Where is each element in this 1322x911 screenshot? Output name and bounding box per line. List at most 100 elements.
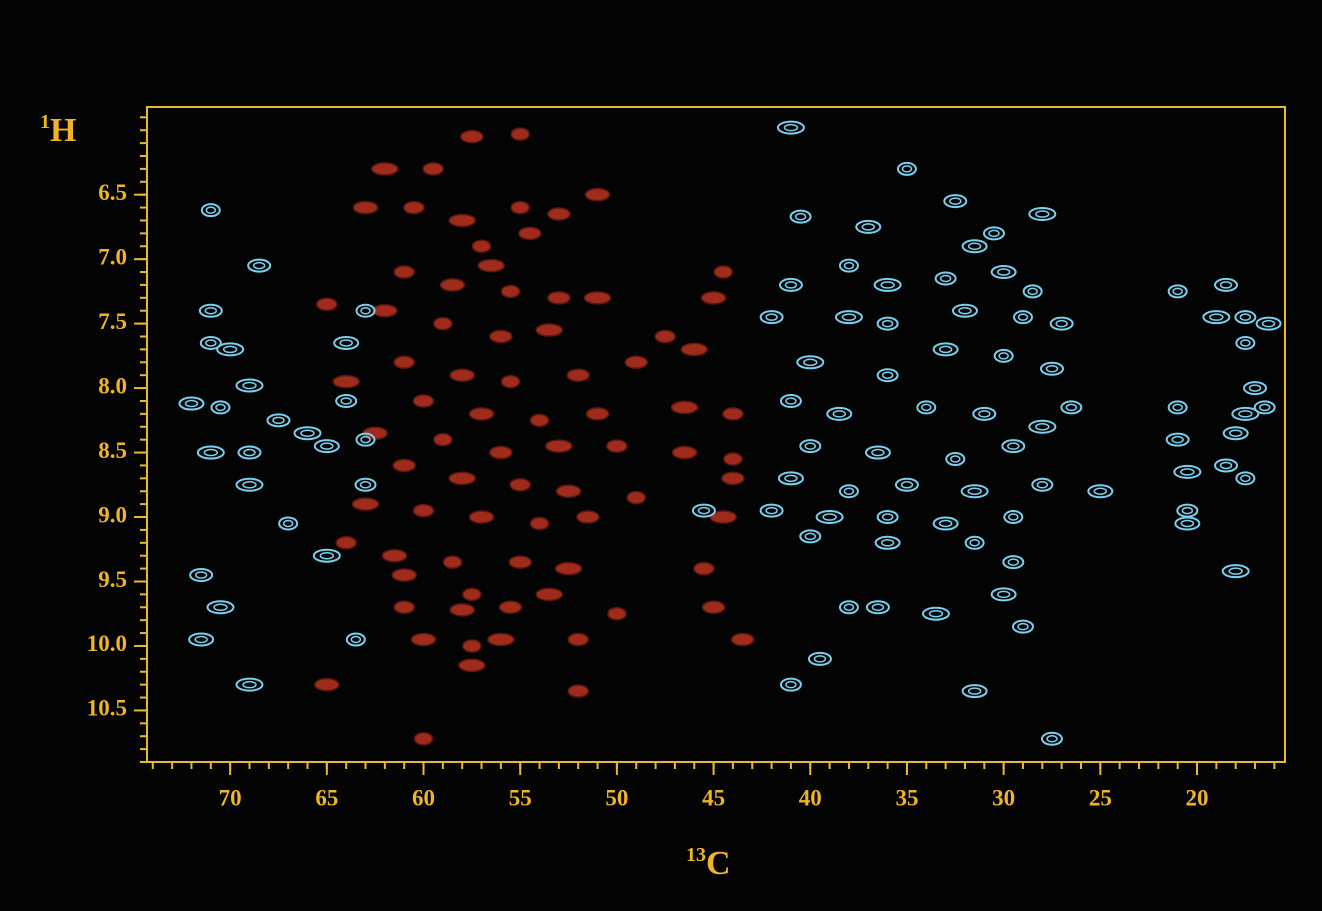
peak	[354, 202, 378, 214]
peak	[608, 608, 626, 620]
peak	[450, 369, 474, 381]
peak	[414, 395, 434, 407]
peak	[672, 401, 698, 413]
peak	[585, 292, 611, 304]
peak	[681, 343, 707, 355]
peak	[509, 556, 531, 568]
peak	[490, 447, 512, 459]
peak	[315, 679, 339, 691]
x-tick-label: 65	[315, 785, 338, 810]
peak	[394, 356, 414, 368]
y-label-mass: 1	[40, 111, 50, 133]
peak	[548, 292, 570, 304]
peak	[536, 324, 562, 336]
peak	[412, 634, 436, 646]
peak	[567, 369, 589, 381]
y-tick-label: 7.0	[98, 244, 127, 269]
peak	[478, 260, 504, 272]
peak	[732, 634, 754, 646]
peak	[434, 318, 452, 330]
peak	[703, 601, 725, 613]
peak	[463, 588, 481, 600]
peak	[423, 163, 443, 175]
peak	[536, 588, 562, 600]
peak	[546, 440, 572, 452]
x-tick-label: 60	[412, 785, 435, 810]
y-tick-label: 10.5	[87, 696, 127, 721]
peak	[673, 447, 697, 459]
peak	[587, 408, 609, 420]
peak	[511, 202, 529, 214]
peak	[568, 685, 588, 697]
peak	[577, 511, 599, 523]
peak	[394, 266, 414, 278]
peak	[470, 408, 494, 420]
peak	[548, 208, 570, 220]
peak	[557, 485, 581, 497]
peak	[393, 459, 415, 471]
peak	[500, 601, 522, 613]
peak	[372, 163, 398, 175]
peak	[490, 331, 512, 343]
peak	[586, 189, 610, 201]
x-label-mass: 13	[686, 844, 706, 866]
peak	[502, 285, 520, 297]
peak	[511, 128, 529, 140]
peak	[444, 556, 462, 568]
peak	[519, 227, 541, 239]
peak	[556, 563, 582, 575]
peak	[531, 414, 549, 426]
peak	[414, 505, 434, 517]
peak	[488, 634, 514, 646]
x-tick-label: 40	[799, 785, 822, 810]
peak	[502, 376, 520, 388]
peak	[415, 733, 433, 745]
y-tick-label: 8.5	[98, 438, 127, 463]
peak	[531, 517, 549, 529]
peak	[463, 640, 481, 652]
peak	[434, 434, 452, 446]
x-tick-label: 45	[702, 785, 725, 810]
x-tick-label: 25	[1089, 785, 1112, 810]
peak	[470, 511, 494, 523]
y-tick-label: 6.5	[98, 180, 127, 205]
y-tick-label: 10.0	[87, 631, 127, 656]
y-label-element: H	[50, 112, 76, 149]
peak	[333, 376, 359, 388]
chart: 1H 13C 70656055504540353025206.57.07.58.…	[0, 0, 1322, 911]
peak	[702, 292, 726, 304]
peak	[449, 214, 475, 226]
peak	[723, 408, 743, 420]
peak	[449, 472, 475, 484]
peak	[714, 266, 732, 278]
peak	[441, 279, 465, 291]
peak	[461, 131, 483, 143]
peak	[394, 601, 414, 613]
peak	[655, 331, 675, 343]
peak	[694, 563, 714, 575]
x-tick-label: 70	[219, 785, 242, 810]
peak	[625, 356, 647, 368]
peak	[722, 472, 744, 484]
peak	[404, 202, 424, 214]
peak	[392, 569, 416, 581]
x-tick-label: 55	[509, 785, 532, 810]
x-tick-label: 30	[992, 785, 1015, 810]
peak	[607, 440, 627, 452]
x-tick-label: 35	[895, 785, 918, 810]
peak	[383, 550, 407, 562]
y-tick-label: 9.5	[98, 567, 127, 592]
peak	[459, 659, 485, 671]
peak	[373, 305, 397, 317]
peak	[450, 604, 474, 616]
peak	[473, 240, 491, 252]
peak	[724, 453, 742, 465]
peak	[317, 298, 337, 310]
peak	[510, 479, 530, 491]
y-tick-label: 9.0	[98, 502, 127, 527]
x-label-element: C	[706, 845, 731, 882]
peak	[353, 498, 379, 510]
x-tick-label: 50	[605, 785, 628, 810]
peak	[568, 634, 588, 646]
peak	[336, 537, 356, 549]
